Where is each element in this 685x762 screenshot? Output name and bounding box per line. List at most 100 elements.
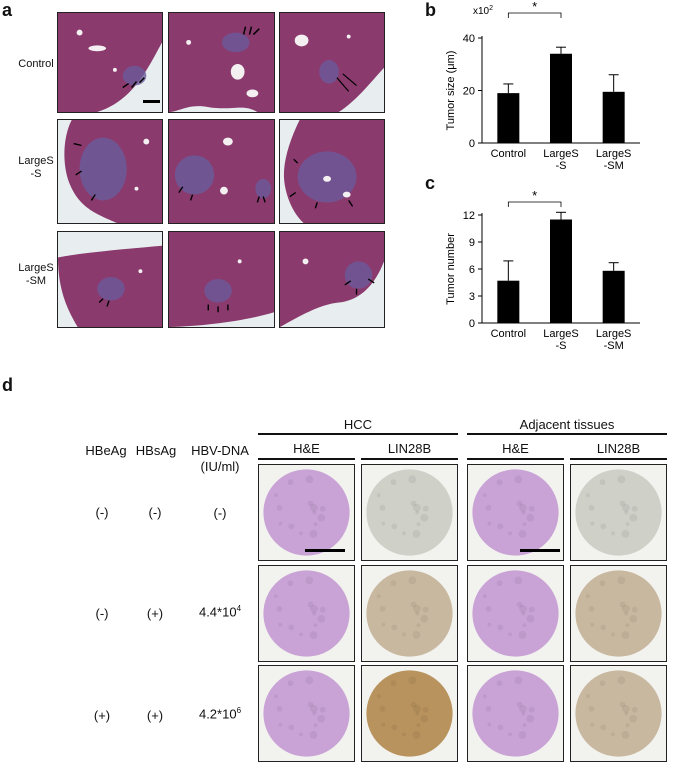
tissue-texture (518, 631, 527, 639)
tma-core-row1-adjacent-he (467, 464, 564, 561)
tissue-texture (309, 704, 318, 713)
tissue-texture (408, 576, 417, 585)
y-axis-label: Tumor size (μm) (445, 51, 457, 131)
tissue-texture (313, 623, 318, 628)
sub-header-lin28b-hcc: LIN28B (387, 441, 432, 456)
tissue-texture (422, 505, 429, 512)
tissue-texture (305, 475, 314, 484)
tissue-texture (521, 611, 526, 616)
row-label-line: -S (30, 168, 42, 180)
significance-star: * (532, 188, 537, 203)
tma-core-disc (263, 670, 350, 757)
hbvdna-value: (-) (213, 505, 227, 521)
scale-bar (305, 549, 345, 552)
tissue-texture (518, 530, 527, 538)
tma-core-image (571, 566, 666, 661)
panel-letter-a: a (2, 0, 13, 20)
tma-core-disc (472, 570, 559, 657)
tma-core-row1-hcc-he (258, 464, 355, 561)
row-label-larges-s: LargeS -S (12, 155, 60, 181)
tissue-texture (522, 723, 527, 728)
tma-core-image (571, 666, 666, 761)
row-label-line: LargeS (18, 155, 54, 167)
tissue-texture (482, 594, 487, 599)
tissue-texture (307, 701, 314, 708)
tma-core-disc (263, 469, 350, 556)
tma-core-row2-adjacent-lin28b (570, 565, 667, 662)
tissue-texture (412, 704, 421, 713)
tissue-texture (276, 605, 283, 612)
tissue-texture (625, 723, 630, 728)
tissue-texture (516, 701, 523, 708)
tissue-texture (317, 714, 326, 723)
tissue-texture (402, 732, 406, 737)
tissue-texture (496, 580, 503, 587)
row2-hbvdna: 4.4*104 (185, 604, 255, 619)
tissue-texture (496, 680, 503, 687)
tissue-texture (600, 624, 607, 631)
tissue-texture (379, 705, 386, 712)
x-tick-label: -S (556, 160, 567, 170)
histology-larges-s-3 (279, 119, 385, 224)
tma-core-image (362, 465, 457, 560)
tissue-texture (391, 624, 398, 631)
tissue-texture (621, 704, 630, 713)
tissue-texture (309, 631, 318, 639)
tma-core-disc (472, 670, 559, 757)
tma-core-disc (366, 570, 453, 657)
tissue-texture (514, 576, 523, 585)
histology-control-1 (57, 12, 163, 113)
tma-core-row2-adjacent-he (467, 565, 564, 662)
tissue-texture (619, 500, 626, 507)
tissue-texture (309, 503, 318, 512)
tissue-texture (624, 711, 629, 716)
bar (497, 93, 520, 143)
tissue-texture (629, 513, 638, 522)
tissue-texture (319, 606, 326, 613)
tissue-texture (307, 500, 314, 507)
tissue-texture (619, 601, 626, 608)
tissue-texture (526, 714, 535, 723)
tissue-texture (482, 493, 487, 498)
tissue-texture (376, 594, 381, 599)
tissue-texture (485, 504, 492, 511)
tissue-texture (522, 522, 527, 527)
tissue-texture (312, 711, 317, 716)
tissue-texture (312, 611, 317, 616)
tissue-texture (482, 694, 487, 699)
tissue-texture (528, 706, 535, 713)
tma-core-disc (575, 670, 662, 757)
tissue-texture (600, 724, 607, 731)
tissue-texture (518, 731, 527, 739)
tissue-texture (518, 704, 527, 713)
significance-star: * (532, 0, 537, 14)
row-label-control: Control (12, 58, 60, 71)
tissue-texture (611, 632, 615, 637)
sub-underline (258, 458, 355, 460)
hbvdna-value: 4.4*10 (198, 604, 237, 620)
tissue-texture (390, 580, 397, 587)
histology-larges-sm-3 (279, 231, 385, 328)
col-header-hbvdna-line1: HBV-DNA (191, 443, 249, 458)
tissue-texture (376, 694, 381, 699)
x-tick-label: Control (491, 148, 526, 160)
y-tick-label: 3 (469, 291, 475, 303)
tissue-texture (287, 479, 294, 486)
tissue-texture (617, 676, 626, 685)
x-tick-label: LargeS (543, 148, 578, 160)
tissue-texture (376, 493, 381, 498)
tissue-texture (317, 513, 326, 522)
scale-bar (520, 549, 560, 552)
tissue-texture (585, 594, 590, 599)
tissue-texture (420, 614, 429, 623)
tissue-texture (508, 732, 512, 737)
tma-core-row2-hcc-lin28b (361, 565, 458, 662)
y-tick-label: 9 (469, 237, 475, 249)
tissue-texture (487, 622, 492, 627)
axis-multiplier: x102 (473, 5, 493, 17)
tma-core-image (468, 465, 563, 560)
bar (550, 53, 572, 143)
histology-larges-s-2 (168, 119, 275, 224)
